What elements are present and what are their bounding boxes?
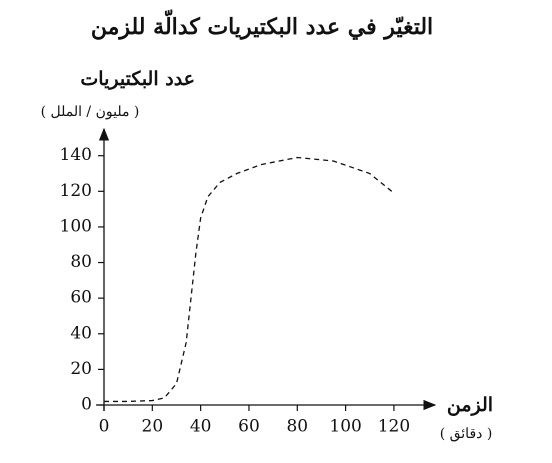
y-tick-label: 120 [60,181,92,201]
x-tick-label: 20 [142,417,164,437]
y-tick-label: 80 [70,252,92,272]
y-tick-label: 140 [60,145,92,165]
y-axis-label: عدد البكتيريات [80,68,195,90]
x-tick-label: 40 [190,417,212,437]
chart-title: التغيّر في عدد البكتيريات كدالّة للزمن [91,9,433,40]
x-tick-label: 120 [378,417,410,437]
y-tick-label: 20 [70,359,92,379]
y-tick-label: 0 [81,395,92,415]
x-axis-unit: ( دقائق ) [440,426,493,442]
y-tick-label: 100 [60,216,92,236]
y-tick-label: 40 [70,323,92,343]
x-tick-label: 80 [286,417,308,437]
y-tick-label: 60 [70,288,92,308]
x-tick-label: 0 [99,417,110,437]
y-axis-unit: ( مليون / الملل ) [41,104,140,120]
x-tick-label: 100 [329,417,361,437]
x-axis-label: الزمن [447,394,493,416]
x-tick-label: 60 [238,417,260,437]
data-line [104,156,395,403]
